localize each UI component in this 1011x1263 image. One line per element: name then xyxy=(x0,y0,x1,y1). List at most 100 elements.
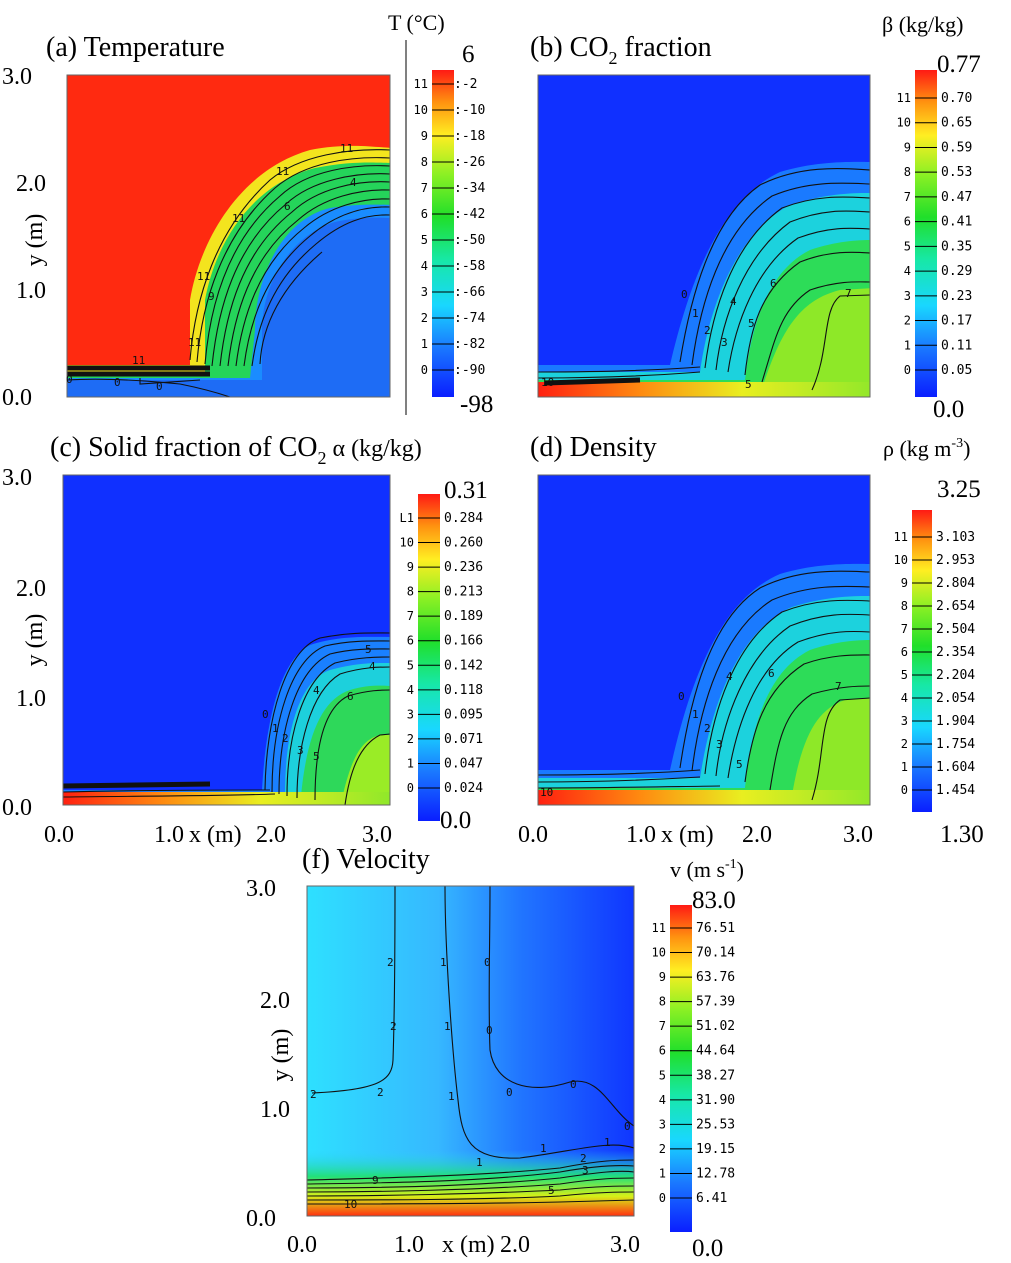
panel-c-xtick: 2.0 xyxy=(256,822,286,848)
colorbar-level-index: 4 xyxy=(901,691,908,705)
colorbar-level-value: 63.76 xyxy=(696,970,735,985)
colorbar-level-value: :-74 xyxy=(454,311,485,326)
colorbar-level-index: 11 xyxy=(894,530,908,544)
panel-a-unit: T (°C) xyxy=(388,10,445,35)
panel-a-contour xyxy=(243,206,390,367)
colorbar-level-value: :-66 xyxy=(454,285,485,300)
colorbar-level-index: 5 xyxy=(659,1068,666,1082)
panel-c-contour xyxy=(286,656,390,797)
panel-a-contour xyxy=(204,165,390,365)
contour-label: 11 xyxy=(232,212,245,225)
panel-c-title: (c) Solid fraction of CO2 α (kg/kg) xyxy=(50,432,422,468)
colorbar-level-value: :-82 xyxy=(454,337,485,352)
colorbar-level-value: 0.118 xyxy=(444,683,483,698)
panel-b-unit: β (kg/kg) xyxy=(882,12,963,37)
colorbar-level-value: 0.35 xyxy=(941,239,972,254)
colorbar-level-index: 0 xyxy=(659,1191,666,1205)
panel-a-ytick: 2.0 xyxy=(16,171,46,197)
panel-c-contour xyxy=(63,793,276,798)
colorbar-level-value: 44.64 xyxy=(696,1044,735,1059)
contour-label: 6 xyxy=(770,277,777,290)
panel-b-field-plume4 xyxy=(760,288,870,397)
colorbar-level-value: 0.024 xyxy=(444,781,483,796)
contour-label: 0 xyxy=(486,1024,493,1037)
colorbar-level-index: 9 xyxy=(904,140,911,154)
panel-c-contour-labels: 0 1 2 3 4 5 6 5 4 xyxy=(262,643,376,763)
colorbar-level-index: 4 xyxy=(421,259,428,273)
colorbar-level-index: 10 xyxy=(652,946,666,960)
panel-d-frame xyxy=(537,474,871,806)
panel-d-colorbar: 3.25 1.30 0 1.454 1 1.604 2 1.754 3 1.904 4 2.054… xyxy=(894,476,984,848)
contour-label: 2 xyxy=(282,732,289,745)
panel-c-ytick: 3.0 xyxy=(2,465,32,491)
colorbar-level-index: 0 xyxy=(904,363,911,377)
colorbar-level-value: 1.904 xyxy=(936,714,975,729)
colorbar-level-index: 6 xyxy=(421,207,428,221)
colorbar-level-index: 3 xyxy=(659,1117,666,1131)
panel-b-contour-labels: 0 1 2 3 4 5 6 7 10 5 xyxy=(541,277,852,391)
colorbar-max: 6 xyxy=(462,41,475,68)
colorbar-level-value: 2.804 xyxy=(936,576,975,591)
colorbar-level-index: 2 xyxy=(659,1142,666,1156)
colorbar-level-value: 1.604 xyxy=(936,760,975,775)
colorbar-level-index: 3 xyxy=(421,285,428,299)
colorbar-level-index: 10 xyxy=(414,103,428,117)
contour-label: 11 xyxy=(132,354,145,367)
colorbar-level-index: 4 xyxy=(659,1093,666,1107)
panel-d-xlabel: x (m) xyxy=(661,822,714,848)
panel-f-frame xyxy=(306,885,635,1217)
panel-b-colorbar: 0.77 0.0 0 0.05 1 0.11 2 0.17 3 0.23 4 0.29 5 0.35 6… xyxy=(897,51,981,423)
panel-c-xtick: 3.0 xyxy=(362,822,392,848)
panel-d-xtick: 3.0 xyxy=(843,822,873,848)
colorbar-level-index: 1 xyxy=(904,338,911,352)
panel-b-contour xyxy=(727,227,870,373)
colorbar-gradient xyxy=(432,70,454,397)
panel-b-co2-fraction: 0 1 2 3 4 5 6 7 10 5 (b) CO2 fraction β … xyxy=(530,12,981,423)
panel-a-contour xyxy=(227,189,390,367)
panel-a-ylabel: y (m) xyxy=(22,214,48,267)
colorbar-level-index: 11 xyxy=(897,91,911,105)
colorbar-level-index: 7 xyxy=(904,190,911,204)
colorbar-level-value: 2.504 xyxy=(936,622,975,637)
colorbar-level-value: 57.39 xyxy=(696,995,735,1010)
panel-d-field-plume3 xyxy=(538,640,870,805)
contour-label: 0 xyxy=(570,1078,577,1091)
colorbar-level-value: :-10 xyxy=(454,103,485,118)
colorbar-level-value: :-2 xyxy=(454,77,477,92)
contour-label: 0 xyxy=(506,1086,513,1099)
colorbar-levels: 0 6.41 1 12.78 2 19.15 3 25.53 4 31.90 5 38.27 6 44.6… xyxy=(652,921,736,1206)
panel-b-bottom-layer xyxy=(538,382,870,397)
colorbar-level-index: 9 xyxy=(659,970,666,984)
colorbar-level-index: 9 xyxy=(421,129,428,143)
panel-d-density: 0 1 2 3 4 5 6 7 10 (d) Density ρ (kg m-3… xyxy=(518,432,984,848)
colorbar-level-index: 8 xyxy=(901,599,908,613)
panel-a-ytick: 1.0 xyxy=(16,278,46,304)
colorbar-level-value: 2.354 xyxy=(936,645,975,660)
colorbar-level-index: 10 xyxy=(894,553,908,567)
contour-label: 5 xyxy=(313,750,320,763)
contour-label: 11 xyxy=(188,336,201,349)
contour-label: 2 xyxy=(704,324,711,337)
panel-f-contour-labels: 2 2 2 2 1 1 1 1 0 0 0 0 0 1 1 2 3 9 5 10 xyxy=(310,956,631,1211)
panel-a-colorbar: 6 -98 0:-90 1:-82 2:-74 3:-66 4:-58 5:-50 6:-4… xyxy=(414,41,494,418)
colorbar-level-index: 1 xyxy=(407,756,414,770)
panel-a-ytick: 0.0 xyxy=(2,385,32,411)
colorbar-level-value: 0.284 xyxy=(444,511,483,526)
panel-c-ytick: 1.0 xyxy=(16,686,46,712)
colorbar-level-index: 7 xyxy=(901,622,908,636)
colorbar-level-value: 0.189 xyxy=(444,609,483,624)
colorbar-level-index: L1 xyxy=(400,511,414,525)
colorbar-level-value: 3.103 xyxy=(936,530,975,545)
contour-label: 1 xyxy=(476,1156,483,1169)
panel-f-title: (f) Velocity xyxy=(302,844,430,875)
panel-c-bottom-layer xyxy=(63,792,390,805)
panel-c-field-plume4 xyxy=(340,735,390,805)
colorbar-level-value: 1.454 xyxy=(936,783,975,798)
contour-label: 1 xyxy=(440,956,447,969)
panel-d-title: (d) Density xyxy=(530,432,657,463)
panel-f-velocity: 2 2 2 2 1 1 1 1 0 0 0 0 0 1 1 2 3 9 5 10… xyxy=(246,844,744,1262)
panel-c-xlabel: x (m) xyxy=(189,822,242,848)
colorbar-min: 0.0 xyxy=(933,396,964,423)
contour-label: 0 xyxy=(624,1120,631,1133)
colorbar-level-value: 0.65 xyxy=(941,116,972,131)
